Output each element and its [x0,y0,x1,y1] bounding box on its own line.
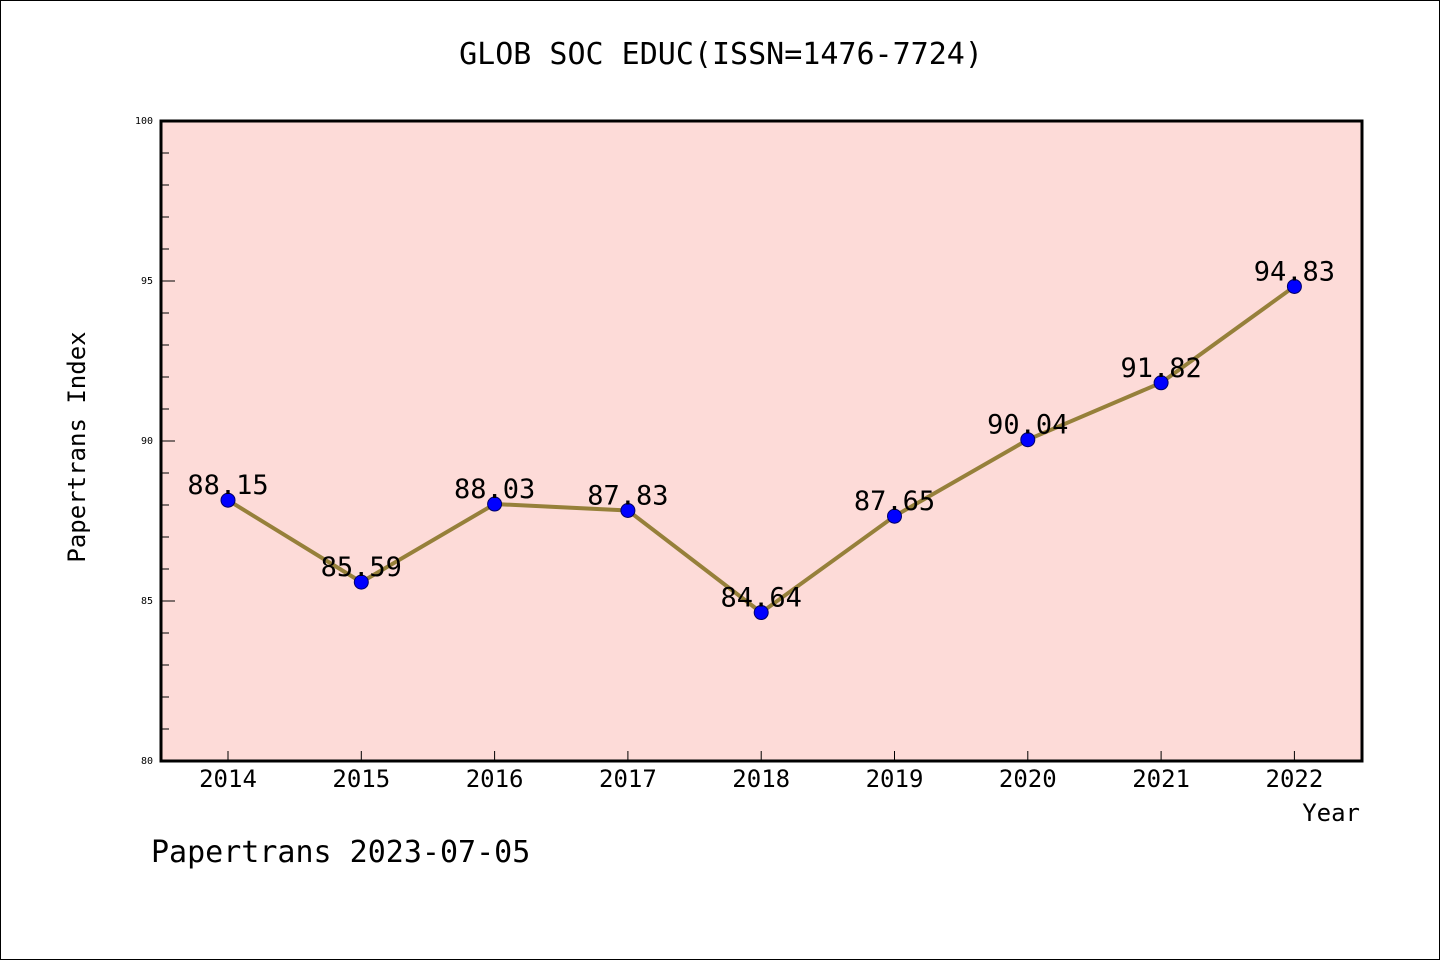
y-tick-label: 95 [141,276,153,287]
data-label: 84.64 [721,583,802,614]
data-point [1020,432,1036,448]
x-axis-ticks: 2014 2015 2016 2017 2018 2019 2020 2021 2022 [199,751,1323,793]
data-point [1286,278,1302,294]
data-point [887,508,902,524]
data-point [1153,375,1169,391]
data-label: 87.65 [854,486,935,517]
y-axis-ticks: 80 85 90 95 100 [135,116,175,767]
chart-title: GLOB SOC EDUC(ISSN=1476-7724) [459,37,983,72]
plot-area [159,119,1364,763]
data-point [620,502,636,518]
data-label: 91.82 [1120,353,1201,384]
data-point [220,492,236,508]
data-label: 88.03 [454,474,535,505]
data-label: 88.15 [187,470,268,501]
data-point [753,605,769,621]
y-axis-label: Papertrans Index [63,331,91,562]
y-tick-label: 85 [141,596,153,607]
data-markers [220,278,1302,621]
y-tick-label: 80 [141,756,153,767]
x-tick-label: 2019 [866,765,924,793]
data-point [353,574,369,590]
data-label: 94.83 [1254,256,1335,287]
x-tick-label: 2017 [599,765,657,793]
x-tick-label: 2021 [1132,765,1190,793]
data-label: 87.83 [587,480,668,511]
data-point [487,496,503,512]
x-axis-label: Year [1302,799,1360,827]
x-tick-label: 2016 [466,765,524,793]
x-tick-label: 2018 [732,765,790,793]
x-tick-label: 2022 [1266,765,1324,793]
x-tick-label: 2020 [999,765,1057,793]
watermark: Papertrans 2023-07-05 [151,835,531,870]
data-label: 90.04 [987,410,1068,441]
y-tick-label: 90 [141,436,153,447]
x-tick-label: 2015 [332,765,390,793]
data-label: 85.59 [321,552,402,583]
x-tick-label: 2014 [199,765,257,793]
y-tick-label: 100 [135,116,153,127]
data-labels: 88.15 85.59 88.03 87.83 84.64 87.65 90.04 91.82… [187,256,1335,613]
